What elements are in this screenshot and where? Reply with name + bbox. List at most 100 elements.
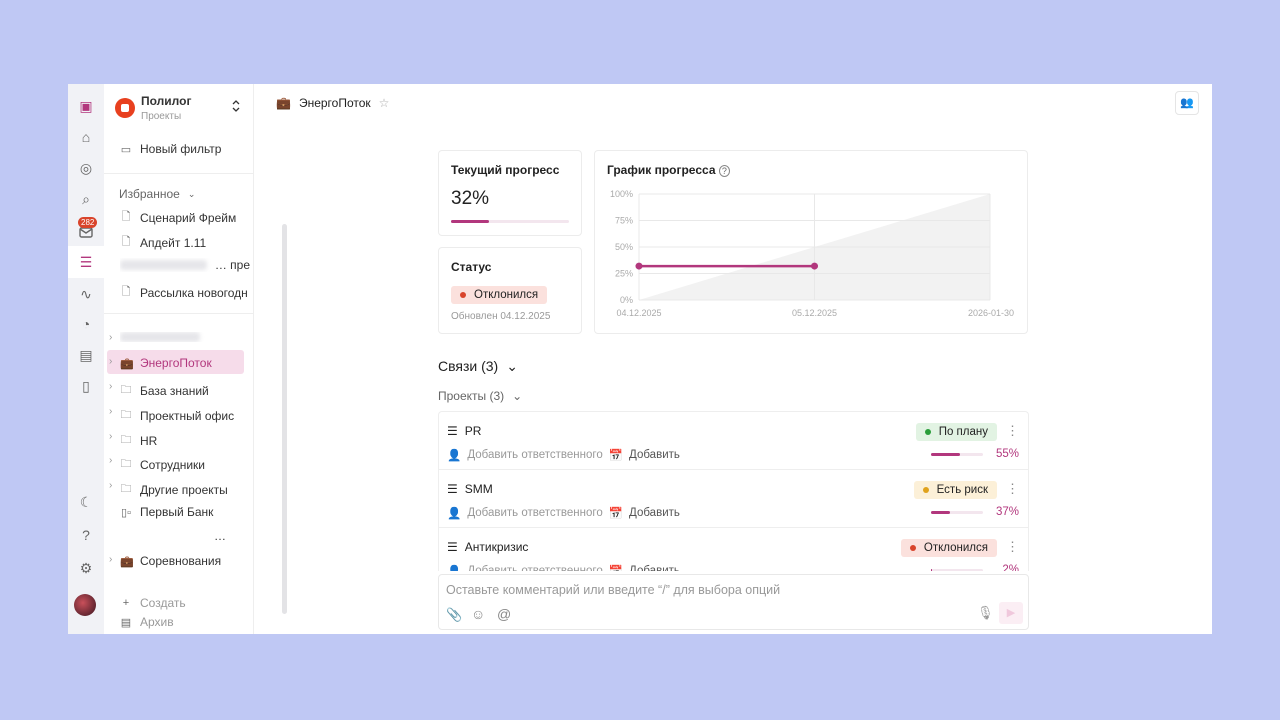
status-title: Статус	[451, 260, 492, 274]
list-icon: ☰	[447, 424, 458, 438]
assignee-button[interactable]: Добавить ответственного	[467, 449, 603, 461]
search-icon[interactable]: ⌕	[82, 191, 90, 207]
inbox-icon[interactable]	[76, 222, 96, 242]
members-button[interactable]: 👥	[1175, 91, 1199, 115]
send-button[interactable]: ▶	[999, 602, 1023, 624]
status-card: Статус Отклонился Обновлен 04.12.2025	[438, 247, 582, 334]
document-icon[interactable]: ▯	[82, 378, 90, 394]
attach-icon[interactable]: 📎	[446, 607, 463, 622]
row-progress-bar	[931, 569, 983, 571]
project-name[interactable]: Антикризис	[464, 540, 529, 554]
chevron-down-icon: ⌄	[512, 389, 523, 403]
doc-icon: 🗋	[121, 236, 131, 248]
comment-input[interactable]: Оставьте комментарий или введите “/” для…	[446, 583, 781, 597]
sidebar: Полилог Проекты ▭ Новый фильтр Избранное ⌄ …	[104, 84, 287, 634]
settings-icon[interactable]: ⚙	[79, 560, 93, 576]
project-item[interactable]: ▯▫ Первый Банк	[120, 505, 250, 519]
row-progress-percent: 37%	[995, 506, 1019, 518]
project-item[interactable]: 🗀 База знаний	[120, 381, 250, 400]
workspace-switcher[interactable]: Полилог Проекты	[115, 94, 191, 122]
doc-icon: 🗋	[121, 211, 131, 223]
project-label: Другие проекты	[140, 482, 228, 497]
date-button[interactable]: Добавить	[629, 449, 680, 461]
goals-icon[interactable]: ◎	[79, 160, 93, 176]
y-tick-label: 25%	[615, 269, 633, 279]
more-options-icon[interactable]: ⋮	[1006, 423, 1019, 438]
project-item[interactable]: 🗀 Сотрудники	[120, 455, 250, 474]
links-header[interactable]: Связи (3) ⌄	[438, 358, 518, 375]
progress-point	[811, 262, 818, 270]
inbox-badge: 282	[78, 217, 98, 228]
favorite-item[interactable]: 🗋 Рассылка новогодн	[120, 283, 250, 302]
new-filter[interactable]: ▭ Новый фильтр	[120, 142, 250, 156]
project-item[interactable]: 🗀 Другие проекты	[120, 480, 250, 499]
person-icon: 👤	[447, 508, 462, 520]
project-name[interactable]: SMM	[464, 482, 493, 496]
project-row[interactable]: ☰ SMM Есть риск ⋮ 👤 Добавить ответственног…	[439, 470, 1028, 528]
progress-point	[635, 262, 643, 270]
row-progress-percent: 55%	[995, 448, 1019, 460]
archive-button[interactable]: ▤ Архив	[120, 615, 250, 629]
person-icon: 👤	[447, 450, 462, 462]
more-options-icon[interactable]: ⋮	[1006, 539, 1019, 554]
microphone-icon[interactable]: 🎙	[977, 605, 994, 620]
project-item[interactable]: 🗀 HR	[120, 431, 250, 450]
folder-icon: 🗀	[120, 434, 132, 446]
plus-icon: +	[122, 597, 130, 609]
folder-icon: 🗀	[120, 483, 132, 495]
more-options-icon[interactable]: ⋮	[1006, 481, 1019, 496]
y-tick-label: 0%	[620, 295, 633, 305]
linked-projects-list: ☰ PR По плану ⋮ 👤 Добавить ответственного 📅…	[438, 411, 1029, 571]
mention-icon[interactable]: @	[497, 606, 512, 622]
more-item[interactable]: …	[214, 529, 234, 543]
project-row[interactable]: ☰ Антикризис Отклонился ⋮ 👤 Добавить ответ…	[439, 528, 1028, 571]
project-name[interactable]: PR	[464, 424, 482, 438]
workspace-sub: Проекты	[141, 111, 182, 122]
comment-box[interactable]: Оставьте комментарий или введите “/” для…	[438, 574, 1029, 630]
project-row[interactable]: ☰ PR По плану ⋮ 👤 Добавить ответственного 📅…	[439, 412, 1028, 470]
date-button[interactable]: Добавить	[629, 507, 680, 519]
dark-mode-icon[interactable]: ☾	[79, 494, 93, 510]
project-label: Первый Банк	[140, 505, 214, 519]
favorite-item[interactable]: 🗋 Сценарий Фрейм	[120, 208, 250, 227]
project-item[interactable]: 💼 Соревнования	[120, 554, 250, 568]
favorite-item[interactable]: … пре	[120, 258, 250, 272]
new-filter-label: Новый фильтр	[140, 142, 222, 156]
activity-icon[interactable]: ∿	[80, 286, 92, 302]
favorites-label: Избранное	[119, 187, 180, 201]
app-window: ▣ ⌂ ◎ ⌕ 282 ☰ ∿ ◔ ▤ ▯ ☾ ? ⚙ Полилог Проек…	[68, 84, 1212, 634]
status-badge[interactable]: Есть риск	[913, 481, 997, 499]
status-badge[interactable]: По плану	[915, 423, 997, 441]
project-label: Сотрудники	[140, 457, 205, 472]
status-badge[interactable]: Отклонился	[451, 286, 548, 304]
create-button[interactable]: + Создать	[120, 596, 250, 610]
links-title: Связи (3)	[438, 358, 499, 374]
star-icon[interactable]: ☆	[378, 96, 390, 110]
projects-icon[interactable]: ☰	[68, 246, 104, 278]
emoji-icon[interactable]: ☺	[471, 606, 486, 622]
help-icon[interactable]: ?	[718, 165, 730, 177]
avatar[interactable]	[74, 594, 96, 616]
home-icon[interactable]: ⌂	[81, 129, 91, 145]
favorites-header[interactable]: Избранное ⌄	[119, 187, 249, 201]
projects-subheader[interactable]: Проекты (3) ⌄	[438, 389, 522, 403]
assignee-button[interactable]: Добавить ответственного	[467, 565, 603, 571]
chevron-updown-icon[interactable]	[231, 98, 241, 114]
help-icon[interactable]: ?	[82, 527, 90, 543]
briefcase-icon: 💼	[276, 96, 291, 110]
feed-icon[interactable]: ▤	[79, 347, 93, 363]
progress-card: Текущий прогресс 32%	[438, 150, 582, 236]
project-item-active[interactable]: 💼 ЭнергоПоток	[120, 356, 250, 370]
favorite-item[interactable]: 🗋 Апдейт 1.11	[120, 233, 250, 252]
project-item[interactable]: 🗀 Проектный офис	[120, 406, 250, 425]
reports-icon[interactable]: ◔	[81, 316, 91, 332]
list-icon: ☰	[447, 482, 458, 496]
status-badge[interactable]: Отклонился	[900, 539, 997, 557]
sidebar-toggle-icon[interactable]: ▣	[79, 98, 93, 114]
status-label: Отклонился	[474, 289, 539, 301]
sidebar-scrollbar[interactable]	[282, 224, 287, 614]
project-label: Проектный офис	[140, 408, 235, 423]
assignee-button[interactable]: Добавить ответственного	[467, 507, 603, 519]
date-button[interactable]: Добавить	[629, 565, 680, 571]
folder-icon: 🗀	[120, 458, 132, 470]
